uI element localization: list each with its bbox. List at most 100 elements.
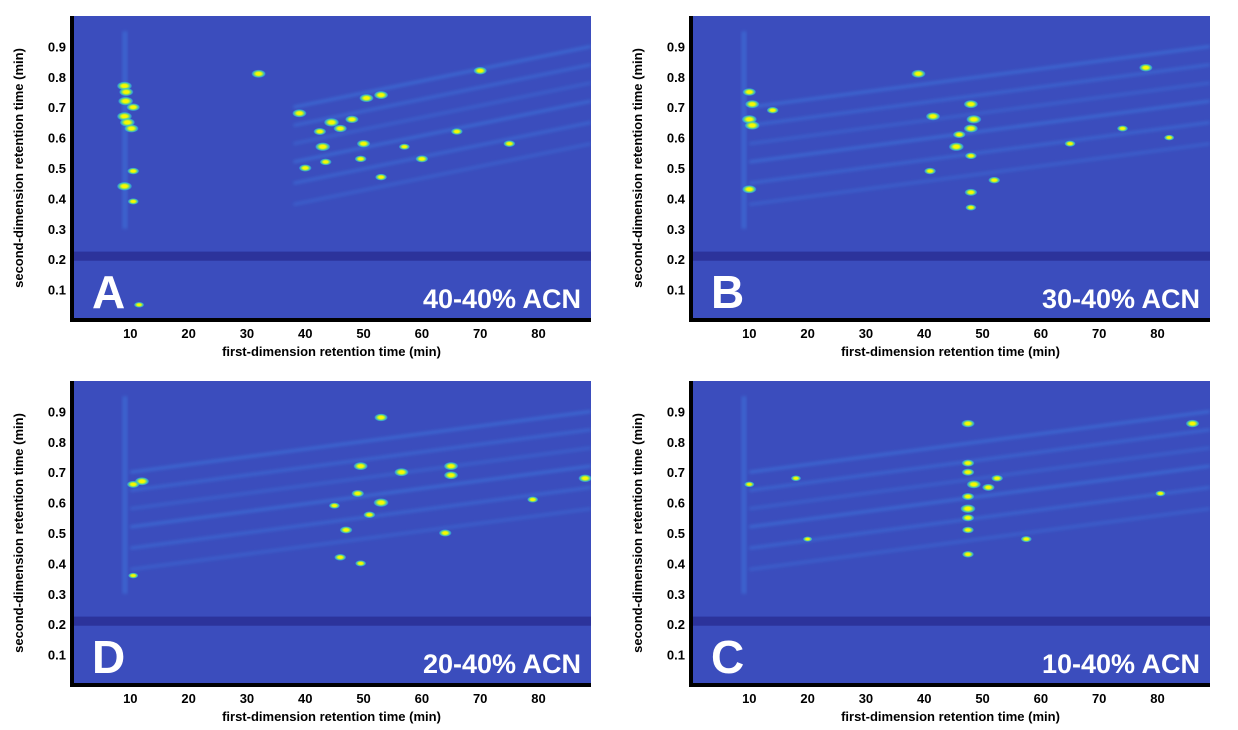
peak-point — [292, 109, 307, 118]
x-tick-label: 80 — [531, 691, 545, 706]
ridge — [122, 396, 128, 594]
y-tick-label: 0.6 — [667, 131, 685, 146]
streak-line — [293, 142, 591, 206]
peak-point — [345, 115, 359, 124]
peak-point — [790, 475, 802, 482]
x-tick-label: 60 — [1034, 326, 1048, 341]
x-tick-label: 70 — [1092, 326, 1106, 341]
streak-line — [749, 486, 1210, 550]
peak-point — [961, 468, 975, 476]
streak-line — [130, 428, 591, 492]
panel-a: 10 20 30 40 50 60 70 80 0.1 0.2 0.3 0.4 0.5 0.6 0.7 0.8… — [0, 0, 619, 365]
streak-line — [293, 45, 591, 109]
y-tick-label: 0.5 — [48, 526, 66, 541]
baseline-band — [72, 251, 591, 261]
y-tick-label: 0.1 — [667, 283, 685, 298]
peak-point — [438, 529, 452, 537]
peak-point — [374, 413, 388, 422]
streak-line — [749, 121, 1210, 185]
y-tick-label: 0.2 — [667, 252, 685, 267]
peak-point — [960, 504, 976, 514]
streak-line — [749, 446, 1210, 510]
peak-point — [398, 143, 410, 150]
peak-point — [961, 419, 975, 428]
peak-point — [334, 553, 347, 561]
peak-point — [961, 459, 975, 467]
y-tick-label: 0.5 — [667, 161, 685, 176]
peak-point — [133, 301, 145, 308]
y-tick-label: 0.8 — [48, 435, 66, 450]
peak-point — [925, 112, 941, 121]
peak-point — [443, 471, 459, 480]
x-tick-label: 60 — [415, 326, 429, 341]
peak-point — [988, 176, 1001, 184]
peak-point — [742, 185, 757, 194]
peak-point — [450, 128, 463, 135]
baseline-band — [72, 616, 591, 626]
peak-point — [315, 142, 331, 152]
x-tick-label: 80 — [1150, 326, 1164, 341]
y-tick-label: 0.7 — [667, 465, 685, 480]
y-tick-label: 0.2 — [667, 617, 685, 632]
peak-point — [961, 550, 975, 558]
peak-point — [124, 124, 139, 133]
x-tick-label: 30 — [240, 691, 254, 706]
peak-point — [802, 536, 813, 542]
peak-point — [578, 474, 591, 483]
peak-point — [952, 130, 966, 139]
peak-point — [127, 167, 140, 175]
streak-line — [749, 410, 1210, 474]
y-tick-label: 0.2 — [48, 252, 66, 267]
x-tick-label: 70 — [473, 326, 487, 341]
peak-point — [359, 93, 374, 103]
peak-point — [964, 152, 977, 160]
streak-line — [749, 428, 1210, 492]
peak-point — [323, 118, 340, 127]
streak-line — [749, 45, 1210, 109]
y-tick-label: 0.1 — [48, 648, 66, 663]
peak-point — [373, 90, 389, 100]
y-tick-label: 0.9 — [48, 39, 66, 54]
peak-point — [319, 158, 332, 166]
y-tick-label: 0.3 — [48, 222, 66, 237]
peak-point — [333, 124, 348, 133]
y-tick-label: 0.4 — [48, 191, 67, 206]
streak-line — [749, 81, 1210, 145]
streak-line — [749, 464, 1210, 529]
x-tick-label: 40 — [298, 691, 312, 706]
x-tick-label: 10 — [123, 691, 137, 706]
x-tick-label: 50 — [356, 326, 370, 341]
x-tick-label: 50 — [975, 691, 989, 706]
y-tick-label: 0.9 — [667, 404, 685, 419]
peak-point — [356, 139, 371, 148]
peak-point — [961, 492, 975, 501]
peak-point — [1116, 125, 1129, 132]
y-tick-label: 0.6 — [667, 496, 685, 511]
peak-point — [353, 461, 368, 471]
x-tick-label: 20 — [800, 326, 814, 341]
y-tick-label: 0.3 — [667, 222, 685, 237]
peak-point — [298, 164, 312, 172]
panel-letter: D — [92, 631, 125, 683]
peak-point — [911, 69, 926, 78]
peak-point — [373, 498, 389, 507]
peak-point — [128, 572, 139, 579]
x-tick-label: 60 — [1034, 691, 1048, 706]
peak-point — [1139, 63, 1153, 72]
y-tick-label: 0.5 — [48, 161, 66, 176]
peak-point — [961, 514, 975, 522]
x-tick-label: 40 — [917, 691, 931, 706]
peak-point — [1064, 140, 1076, 147]
y-tick-label: 0.7 — [667, 100, 685, 115]
x-axis-title: first-dimension retention time (min) — [841, 709, 1060, 724]
streak-line — [130, 486, 591, 550]
x-tick-label: 80 — [1150, 691, 1164, 706]
y-tick-label: 0.8 — [667, 70, 685, 85]
y-tick-label: 0.9 — [48, 404, 66, 419]
peak-point — [1163, 134, 1175, 141]
x-tick-label: 20 — [800, 691, 814, 706]
plot-background — [72, 381, 591, 685]
peak-point — [415, 155, 429, 163]
peak-point — [744, 481, 755, 488]
peak-point — [251, 69, 266, 78]
